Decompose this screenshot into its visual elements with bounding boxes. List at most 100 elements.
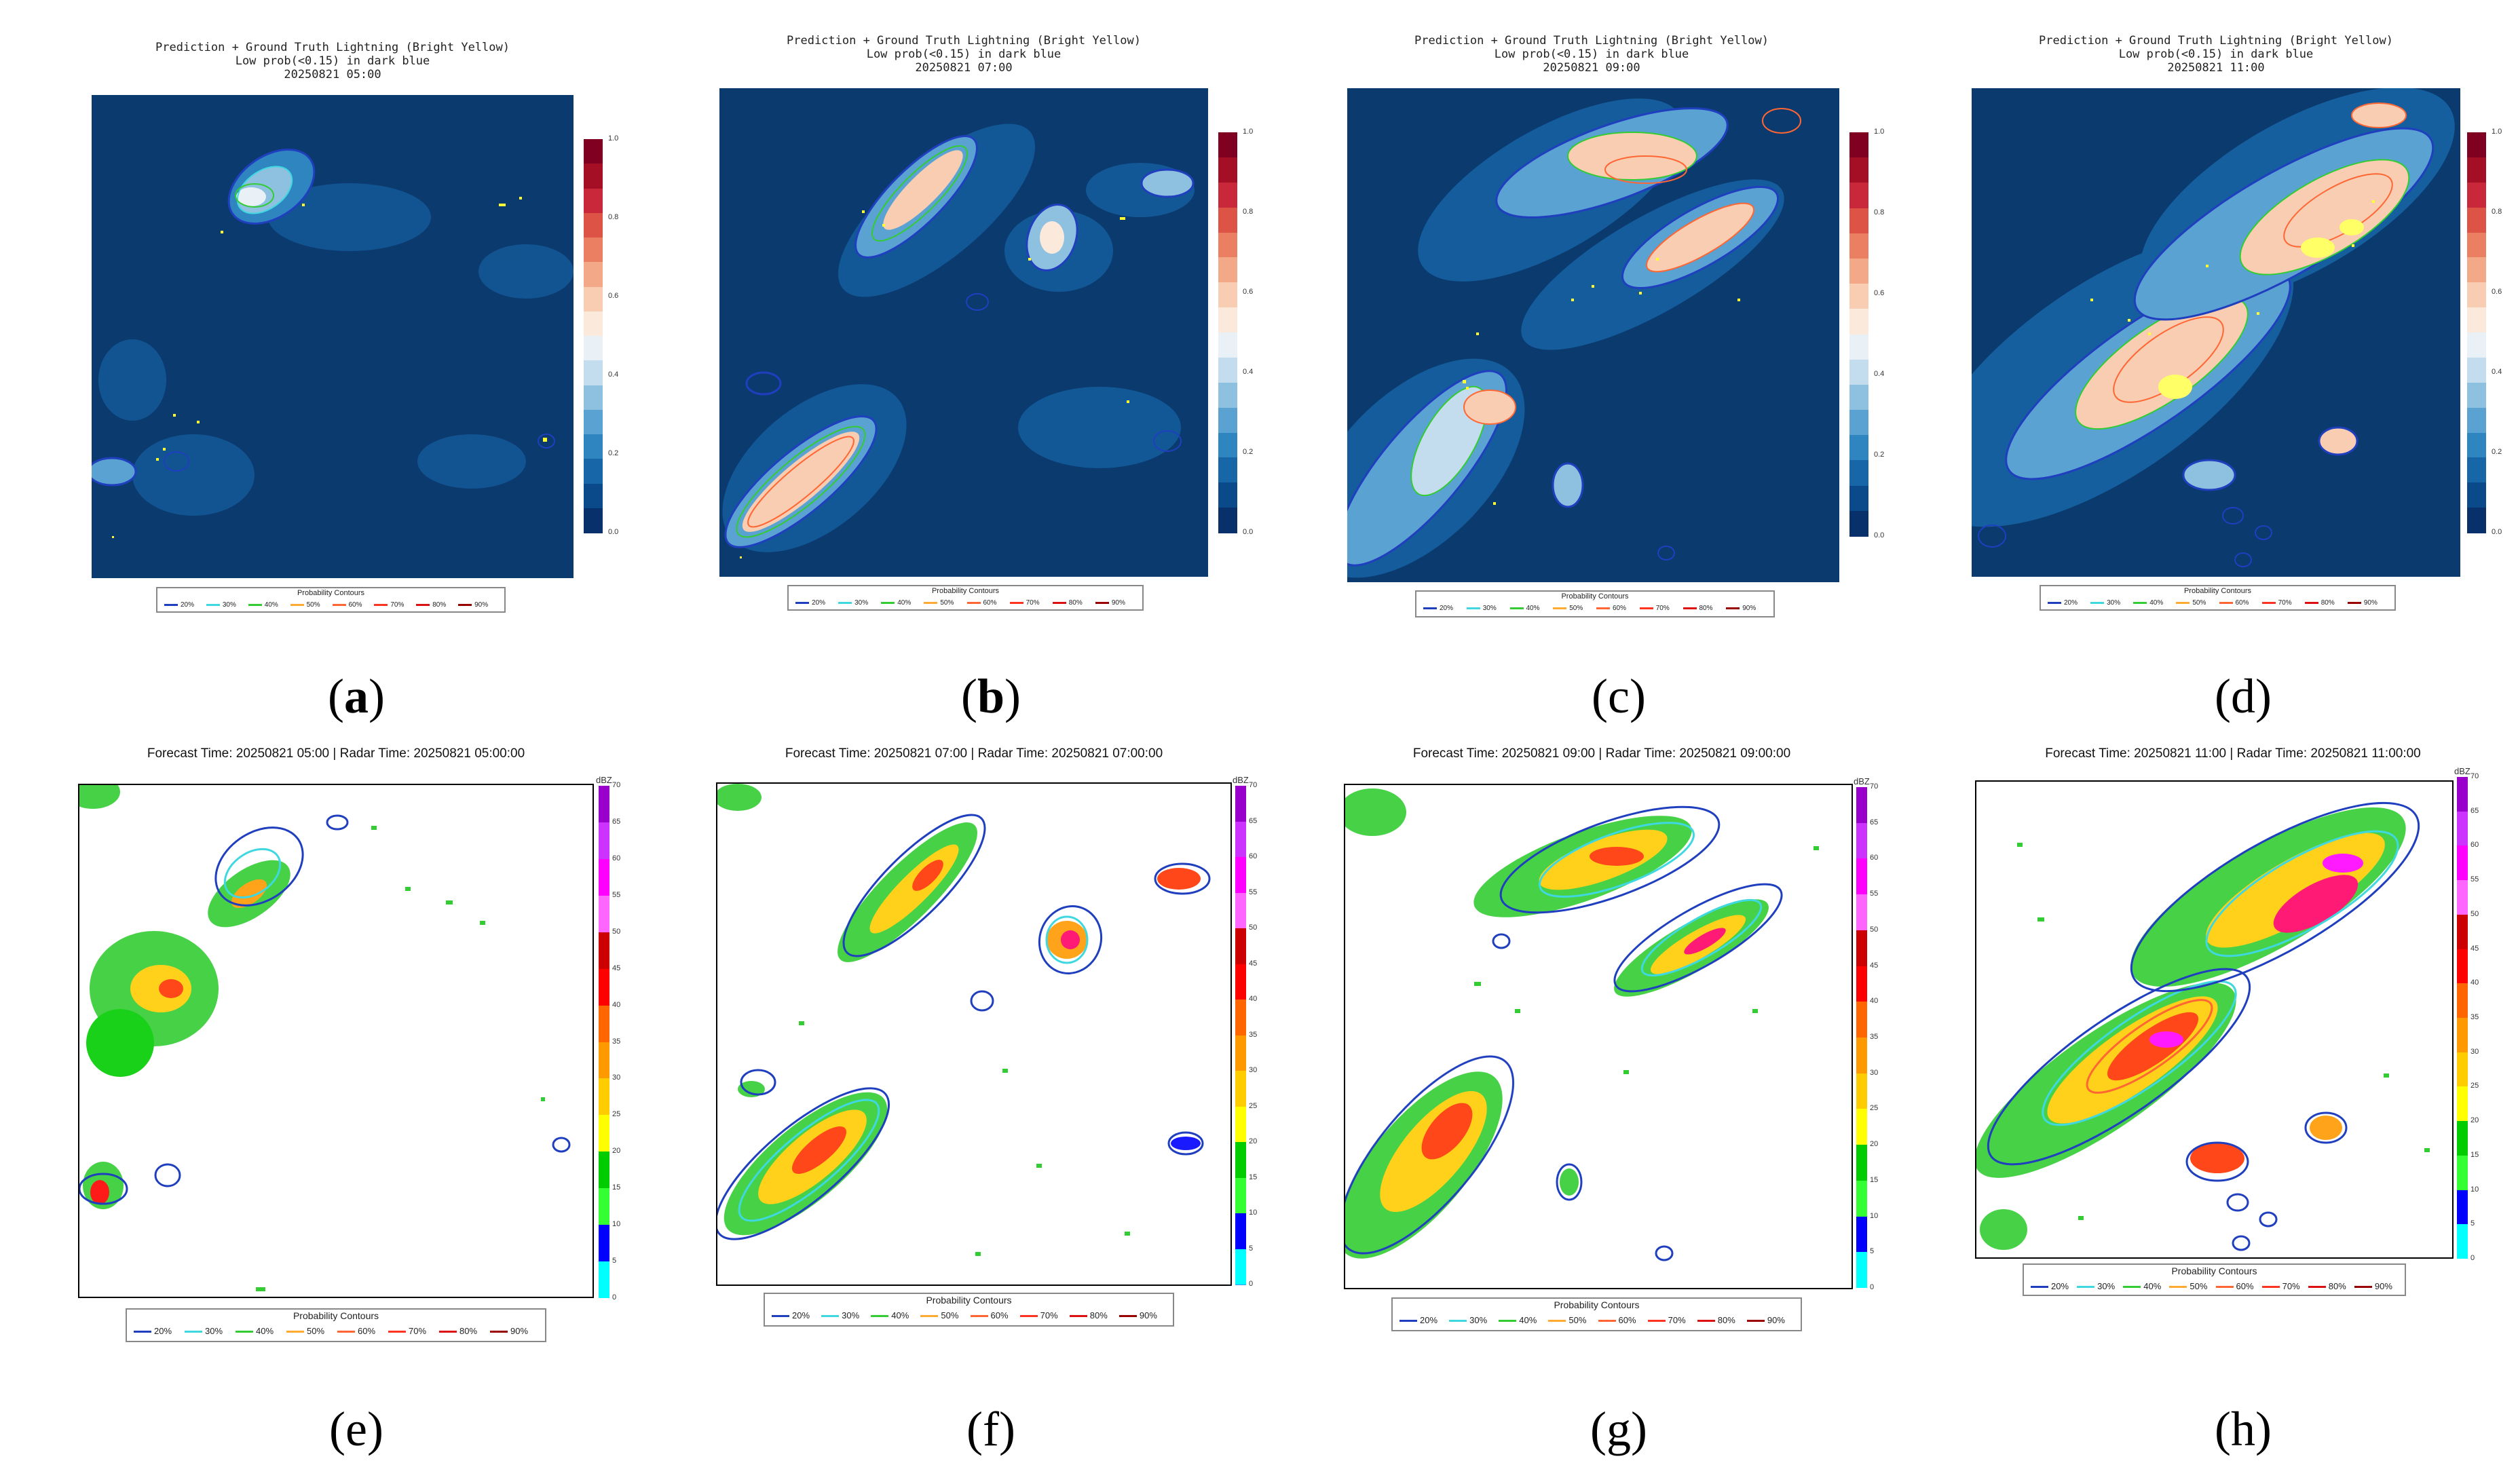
legend-item: 20% <box>2048 599 2078 607</box>
panel-timestamp: 20250821 05:00 <box>284 68 381 81</box>
colorbar-segment <box>1218 357 1237 383</box>
colorbar-tick-label: 15 <box>1870 1175 1879 1184</box>
colorbar-tick-label: 0.6 <box>608 292 619 300</box>
colorbar-tick-label: 50 <box>1249 924 1258 932</box>
legend-label: 20% <box>181 601 195 609</box>
colorbar-segment <box>2457 880 2468 915</box>
legend-label: 50% <box>940 599 954 607</box>
legend-label: 20% <box>792 1310 810 1320</box>
colorbar-tick-label: 20 <box>1249 1137 1258 1145</box>
colorbar-segment <box>584 483 603 509</box>
legend-swatch <box>248 603 262 606</box>
colorbar-tick-label: 65 <box>1249 816 1258 825</box>
colorbar-segment <box>1235 821 1246 858</box>
colorbar-segment <box>1856 1252 1867 1288</box>
legend-swatch <box>134 1331 151 1333</box>
colorbar-tick-label: 10 <box>1249 1209 1258 1217</box>
legend-item: 40% <box>2133 599 2163 607</box>
legend-item: 20% <box>1423 605 1453 612</box>
radar-map <box>1975 780 2454 1259</box>
legend-item: 40% <box>2123 1281 2161 1291</box>
legend-label: 70% <box>390 601 405 609</box>
colorbar-segment <box>599 895 609 933</box>
legend-swatch <box>2261 601 2276 604</box>
caption-f: (f) <box>966 1402 1015 1456</box>
colorbar-segment <box>584 164 603 189</box>
legend-item: 40% <box>1499 1315 1537 1325</box>
caption-e: (e) <box>329 1402 383 1456</box>
legend-item: 90% <box>2347 599 2378 607</box>
colorbar-segment <box>599 822 609 860</box>
colorbar-segment <box>2467 182 2486 208</box>
legend-swatch <box>772 1315 789 1318</box>
radar-colorbar: 70 65 60 55 50 45 40 35 30 25 20 15 10 5 0 dBZ <box>1854 776 1878 1291</box>
legend-item: 90% <box>1746 1315 1785 1325</box>
legend-label: 30% <box>1469 1315 1488 1325</box>
legend-item: 60% <box>2219 599 2249 607</box>
colorbar-tick-label: 35 <box>2470 1013 2479 1021</box>
legend-label: 60% <box>1613 605 1627 612</box>
colorbar-tick-label: 40 <box>1870 997 1879 1006</box>
colorbar-segment <box>599 1042 609 1079</box>
legend-item: 20% <box>2031 1281 2069 1291</box>
panel-subtitle: Low prob(<0.15) in dark blue <box>1494 47 1689 61</box>
colorbar-segment <box>584 286 603 312</box>
colorbar-tick-label: 70 <box>612 781 621 789</box>
legend-label: 90% <box>2363 599 2378 607</box>
legend-label: 90% <box>1742 605 1756 612</box>
legend-label: 30% <box>854 599 869 607</box>
colorbar-segment <box>599 968 609 1006</box>
colorbar-tick-label: 0.4 <box>608 370 619 379</box>
legend-swatch <box>206 603 220 606</box>
legend-swatch <box>1596 607 1610 609</box>
colorbar-tick-label: 0.6 <box>2492 288 2502 296</box>
caption-a: (a) <box>328 669 385 723</box>
legend-item: 50% <box>290 601 320 609</box>
legend-swatch <box>286 1331 304 1333</box>
probability-colorbar: 1.0 0.8 0.6 0.4 0.2 0.0 <box>1849 128 1884 539</box>
colorbar-segment <box>599 786 609 823</box>
legend-item: 30% <box>838 599 868 607</box>
colorbar-tick-label: 0.2 <box>2492 448 2502 456</box>
colorbar-tick-label: 1.0 <box>2492 128 2502 136</box>
colorbar-segment <box>1849 410 1868 436</box>
colorbar-segment <box>2457 1052 2468 1087</box>
colorbar-segment <box>2457 983 2468 1019</box>
legend-item: 30% <box>2077 1281 2115 1291</box>
radar-colorbar: 70 65 60 55 50 45 40 35 30 25 20 15 10 5 0 dBZ <box>1233 775 1257 1288</box>
legend-label: 60% <box>2236 1281 2254 1291</box>
colorbar-tick-label: 25 <box>1249 1101 1258 1110</box>
colorbar-tick-label: 25 <box>2470 1082 2479 1090</box>
colorbar-segment <box>2457 1018 2468 1053</box>
colorbar-segment <box>1856 1109 1867 1145</box>
legend-label: 90% <box>510 1326 529 1336</box>
legend-label: 90% <box>1111 599 1125 607</box>
colorbar-segment <box>2457 1121 2468 1156</box>
legend-label: 60% <box>983 599 997 607</box>
legend-label: 80% <box>459 1326 478 1336</box>
legend-item: 40% <box>871 1310 909 1320</box>
colorbar-segment <box>584 188 603 214</box>
legend-label: 30% <box>2107 599 2121 607</box>
legend-swatch <box>1009 601 1023 604</box>
colorbar-tick-label: 0.4 <box>2492 368 2502 376</box>
legend-item: 50% <box>2169 1281 2207 1291</box>
legend-label: 80% <box>1699 605 1713 612</box>
colorbar-segment <box>1849 233 1868 259</box>
colorbar-tick-label: 60 <box>612 854 621 862</box>
colorbar-segment <box>584 262 603 287</box>
legend-item: 90% <box>490 1326 528 1336</box>
panel-timestamp: 20250821 11:00 <box>2167 61 2265 75</box>
legend-item: 90% <box>1726 605 1756 612</box>
colorbar-segment <box>1849 284 1868 309</box>
radar-title: Forecast Time: 20250821 11:00 | Radar Ti… <box>2045 746 2421 761</box>
legend-swatch <box>164 603 178 606</box>
colorbar-segment <box>1235 1142 1246 1178</box>
colorbar-tick-label: 35 <box>1870 1033 1879 1041</box>
colorbar-unit: dBZ <box>2454 766 2470 776</box>
colorbar-tick-label: 55 <box>2470 875 2479 884</box>
legend-swatch <box>2090 601 2105 604</box>
colorbar-segment <box>2467 257 2486 283</box>
colorbar-tick-label: 15 <box>2470 1150 2479 1159</box>
legend-item: 80% <box>2308 1281 2346 1291</box>
